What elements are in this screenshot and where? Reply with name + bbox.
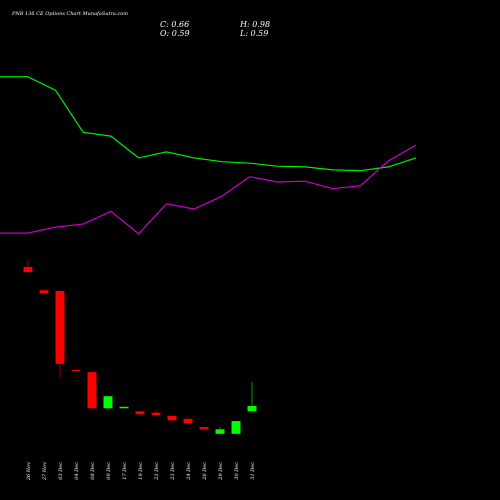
indicator-line bbox=[0, 76, 417, 172]
x-tick-label: 09 Dec bbox=[106, 462, 112, 480]
x-tick-label: 30 Dec bbox=[234, 462, 240, 480]
x-tick-label: 04 Dec bbox=[74, 462, 80, 480]
indicator-line bbox=[0, 144, 417, 235]
x-tick-label: 24 Dec bbox=[186, 462, 192, 481]
x-tick-label: 08 Dec bbox=[90, 462, 96, 480]
candle-body bbox=[71, 369, 81, 371]
candle-body bbox=[55, 290, 65, 364]
candle-body bbox=[247, 406, 257, 412]
x-tick-label: 31 Dec bbox=[250, 462, 256, 480]
x-tick-label: 29 Dec bbox=[218, 462, 224, 481]
open-label: O: 0.59 bbox=[160, 29, 190, 38]
x-tick-label: 27 Nov bbox=[42, 462, 48, 481]
candle-body bbox=[151, 412, 161, 416]
x-tick-label: 26 Dec bbox=[202, 462, 208, 481]
candle-body bbox=[39, 290, 49, 294]
candle-body bbox=[135, 411, 145, 415]
candle-body bbox=[183, 418, 193, 424]
x-tick-label: 22 Dec bbox=[154, 462, 160, 481]
x-tick-label: 23 Dec bbox=[170, 462, 176, 481]
x-tick-label: 26 Nov bbox=[26, 462, 32, 481]
candle-body bbox=[119, 406, 129, 409]
candle-body bbox=[215, 429, 225, 434]
candle-body bbox=[23, 266, 33, 273]
candle-body bbox=[103, 396, 113, 409]
candle-body bbox=[231, 421, 241, 434]
candle-body bbox=[199, 427, 209, 430]
candle-body bbox=[167, 415, 177, 421]
high-label: H: 0.98 bbox=[239, 20, 270, 29]
x-tick-label: 19 Dec bbox=[138, 462, 144, 480]
low-label: L: 0.59 bbox=[239, 29, 268, 38]
x-tick-label: 17 Dec bbox=[122, 462, 128, 480]
x-tick-label: 03 Dec bbox=[58, 462, 64, 480]
candle-body bbox=[87, 372, 97, 409]
chart-title: PNB 136 CE Options Chart MunafaSutra.com bbox=[11, 11, 128, 17]
close-label: C: 0.66 bbox=[160, 20, 189, 29]
